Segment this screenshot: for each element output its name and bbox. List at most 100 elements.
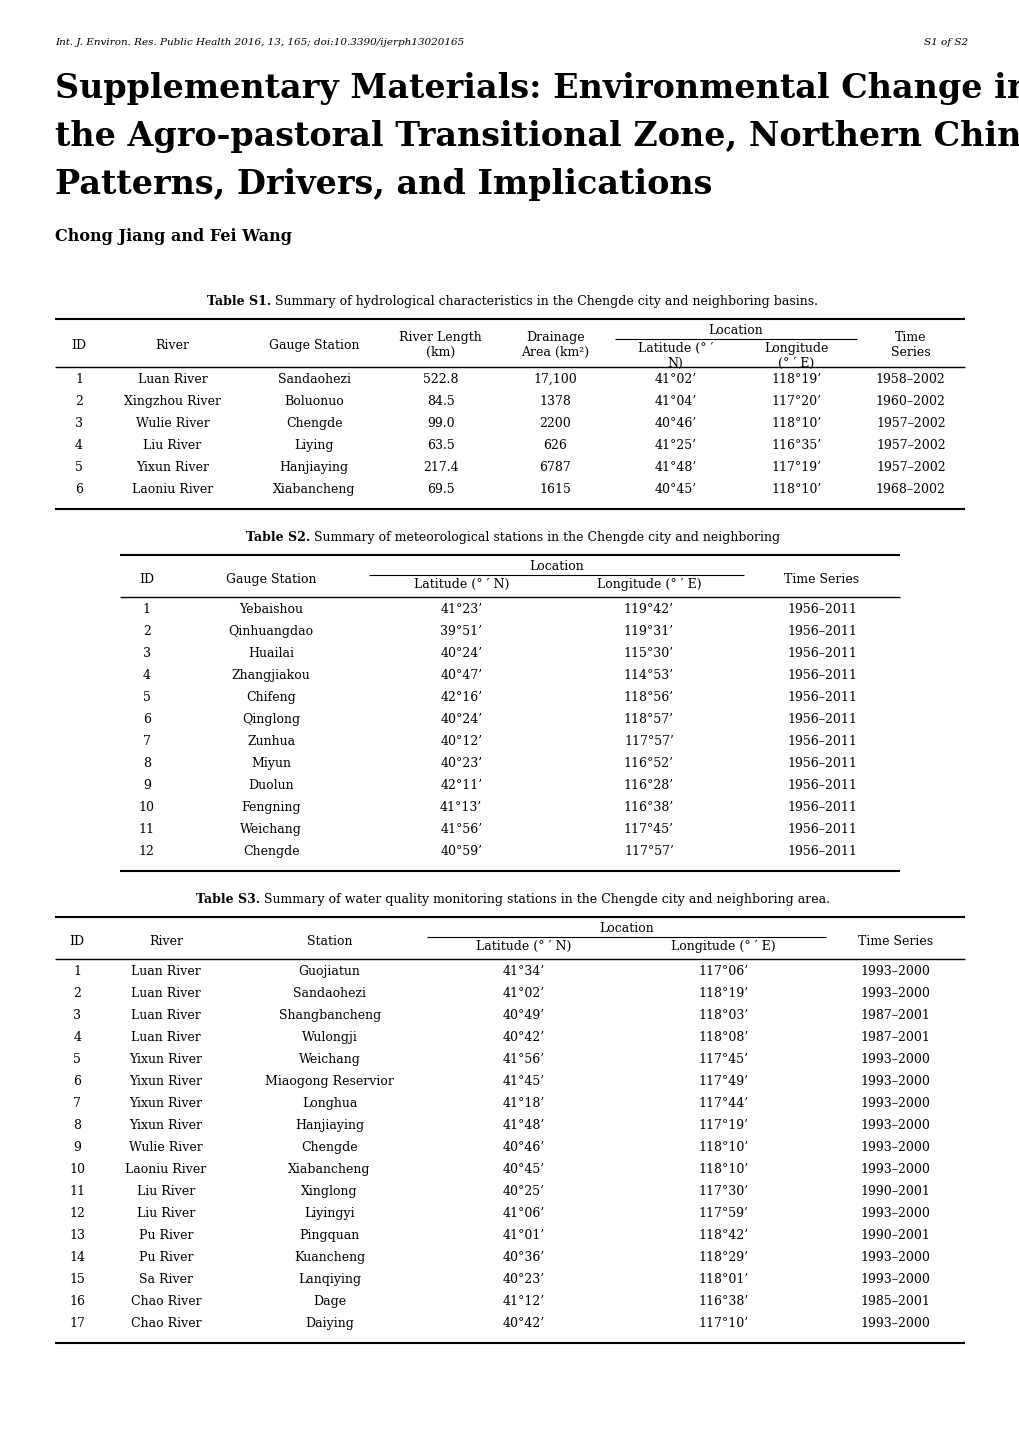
Text: 41°56’: 41°56’ <box>440 823 482 836</box>
Text: Liu River: Liu River <box>144 438 202 451</box>
Text: Table S2.: Table S2. <box>246 531 310 544</box>
Text: 1993–2000: 1993–2000 <box>860 1053 929 1066</box>
Text: Sandaohezi: Sandaohezi <box>277 373 351 386</box>
Text: 117°19’: 117°19’ <box>770 461 820 474</box>
Text: 1956–2011: 1956–2011 <box>787 823 856 836</box>
Text: Huailai: Huailai <box>248 647 293 660</box>
Text: Gauge Station: Gauge Station <box>225 572 316 585</box>
Text: 1956–2011: 1956–2011 <box>787 779 856 792</box>
Text: Liu River: Liu River <box>137 1207 195 1220</box>
Text: ID: ID <box>69 934 85 947</box>
Text: 1956–2011: 1956–2011 <box>787 757 856 770</box>
Text: Weichang: Weichang <box>299 1053 361 1066</box>
Text: 1956–2011: 1956–2011 <box>787 647 856 660</box>
Text: 118°01’: 118°01’ <box>698 1273 748 1286</box>
Text: 40°46’: 40°46’ <box>502 1141 544 1154</box>
Text: 1993–2000: 1993–2000 <box>860 1074 929 1089</box>
Text: 11: 11 <box>69 1185 86 1198</box>
Text: Miyun: Miyun <box>251 757 290 770</box>
Text: Location: Location <box>529 559 583 572</box>
Text: 1993–2000: 1993–2000 <box>860 1119 929 1132</box>
Text: 1378: 1378 <box>539 395 571 408</box>
Text: Latitude (° ′ N): Latitude (° ′ N) <box>413 578 508 591</box>
Text: Summary of water quality monitoring stations in the Chengde city and neighboring: Summary of water quality monitoring stat… <box>260 893 828 906</box>
Text: Hanjiaying: Hanjiaying <box>279 461 348 474</box>
Text: Liyingyi: Liyingyi <box>304 1207 355 1220</box>
Text: Gauge Station: Gauge Station <box>269 339 359 352</box>
Text: Int. J. Environ. Res. Public Health 2016, 13, 165; doi:10.3390/ijerph13020165: Int. J. Environ. Res. Public Health 2016… <box>55 37 464 48</box>
Text: 1993–2000: 1993–2000 <box>860 1164 929 1177</box>
Text: 119°42’: 119°42’ <box>624 603 674 616</box>
Text: 8: 8 <box>143 757 151 770</box>
Text: Wulie River: Wulie River <box>129 1141 203 1154</box>
Text: 9: 9 <box>143 779 151 792</box>
Text: 117°45’: 117°45’ <box>698 1053 748 1066</box>
Text: Liying: Liying <box>294 438 333 451</box>
Text: Yixun River: Yixun River <box>129 1074 203 1089</box>
Text: Luan River: Luan River <box>131 986 201 999</box>
Text: Duolun: Duolun <box>248 779 293 792</box>
Text: Liu River: Liu River <box>137 1185 195 1198</box>
Text: Pingquan: Pingquan <box>300 1229 360 1242</box>
Text: 1956–2011: 1956–2011 <box>787 624 856 637</box>
Text: 40°12’: 40°12’ <box>440 735 482 748</box>
Text: 42°16’: 42°16’ <box>440 691 482 704</box>
Text: 3: 3 <box>143 647 151 660</box>
Text: Luan River: Luan River <box>131 1009 201 1022</box>
Text: 39°51’: 39°51’ <box>440 624 482 637</box>
Text: 2: 2 <box>143 624 151 637</box>
Text: Longitude
(° ′ E): Longitude (° ′ E) <box>763 342 827 371</box>
Text: 1956–2011: 1956–2011 <box>787 603 856 616</box>
Text: 1615: 1615 <box>539 483 571 496</box>
Text: 99.0: 99.0 <box>427 417 454 430</box>
Text: 13: 13 <box>69 1229 86 1242</box>
Text: Kuancheng: Kuancheng <box>293 1252 365 1265</box>
Text: Supplementary Materials: Environmental Change in: Supplementary Materials: Environmental C… <box>55 72 1019 105</box>
Text: 41°06’: 41°06’ <box>502 1207 544 1220</box>
Text: Chengde: Chengde <box>301 1141 358 1154</box>
Text: 40°42’: 40°42’ <box>502 1031 544 1044</box>
Text: 1987–2001: 1987–2001 <box>860 1009 929 1022</box>
Text: Xiabancheng: Xiabancheng <box>273 483 355 496</box>
Text: Luan River: Luan River <box>131 965 201 978</box>
Text: Time Series: Time Series <box>857 934 932 947</box>
Text: 1993–2000: 1993–2000 <box>860 1252 929 1265</box>
Text: 1957–2002: 1957–2002 <box>875 461 945 474</box>
Text: Xiabancheng: Xiabancheng <box>288 1164 371 1177</box>
Text: Sandaohezi: Sandaohezi <box>292 986 366 999</box>
Text: Time
Series: Time Series <box>890 332 929 359</box>
Text: Summary of meteorological stations in the Chengde city and neighboring: Summary of meteorological stations in th… <box>310 531 780 544</box>
Text: River: River <box>155 339 190 352</box>
Text: 1993–2000: 1993–2000 <box>860 1207 929 1220</box>
Text: 118°10’: 118°10’ <box>770 483 820 496</box>
Text: 117°57’: 117°57’ <box>624 735 674 748</box>
Text: 1: 1 <box>73 965 82 978</box>
Text: Dage: Dage <box>313 1295 345 1308</box>
Text: Xingzhou River: Xingzhou River <box>124 395 221 408</box>
Text: Luan River: Luan River <box>138 373 207 386</box>
Text: 41°18’: 41°18’ <box>502 1097 544 1110</box>
Text: 41°02’: 41°02’ <box>502 986 544 999</box>
Text: Zhangjiakou: Zhangjiakou <box>231 669 310 682</box>
Text: Daiying: Daiying <box>305 1317 354 1330</box>
Text: 7: 7 <box>143 735 151 748</box>
Text: Yebaishou: Yebaishou <box>238 603 303 616</box>
Text: 1956–2011: 1956–2011 <box>787 712 856 725</box>
Text: 1993–2000: 1993–2000 <box>860 1317 929 1330</box>
Text: Qinhuangdao: Qinhuangdao <box>228 624 314 637</box>
Text: 118°19’: 118°19’ <box>698 986 748 999</box>
Text: 117°06’: 117°06’ <box>698 965 748 978</box>
Text: 41°13’: 41°13’ <box>439 800 482 813</box>
Text: 117°10’: 117°10’ <box>698 1317 748 1330</box>
Text: Miaogong Reservior: Miaogong Reservior <box>265 1074 393 1089</box>
Text: Hanjiaying: Hanjiaying <box>294 1119 364 1132</box>
Text: 1993–2000: 1993–2000 <box>860 1273 929 1286</box>
Text: 6787: 6787 <box>539 461 571 474</box>
Text: 117°57’: 117°57’ <box>624 845 674 858</box>
Text: 118°56’: 118°56’ <box>624 691 674 704</box>
Text: 116°52’: 116°52’ <box>624 757 674 770</box>
Text: 1987–2001: 1987–2001 <box>860 1031 929 1044</box>
Text: 1993–2000: 1993–2000 <box>860 1141 929 1154</box>
Text: 8: 8 <box>73 1119 82 1132</box>
Text: 40°36’: 40°36’ <box>502 1252 544 1265</box>
